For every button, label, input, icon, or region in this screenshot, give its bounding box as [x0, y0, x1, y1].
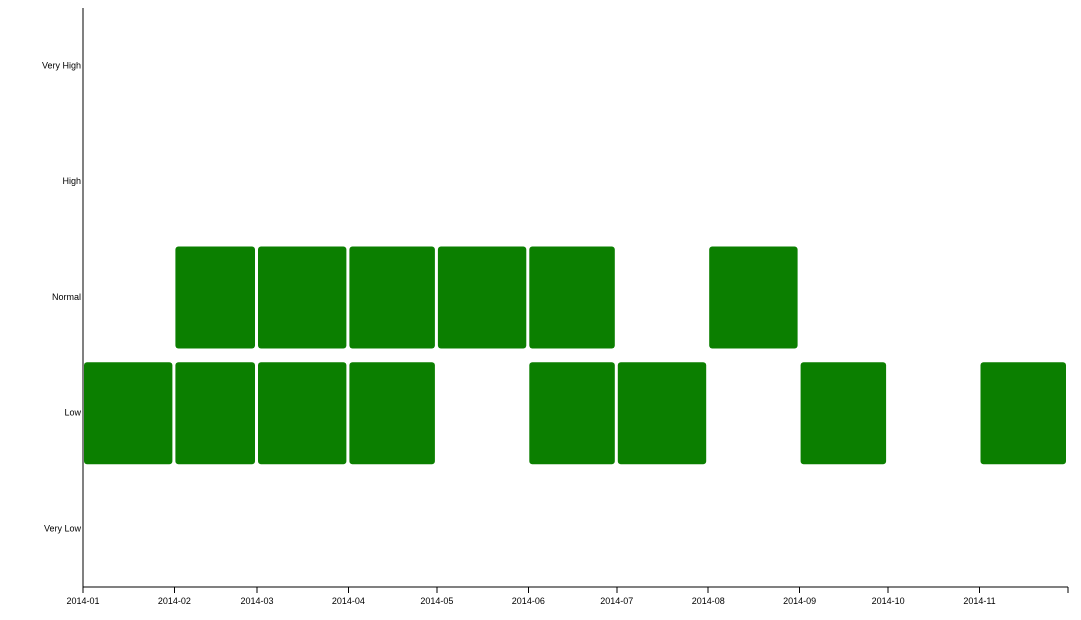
- block-low-2014-02: [175, 362, 255, 465]
- y-tick-label: Very High: [42, 60, 81, 70]
- block-normal-2014-04: [349, 246, 435, 349]
- block-normal-2014-03: [258, 246, 347, 349]
- y-tick-label: Low: [64, 408, 81, 418]
- x-tick-label: 2014-04: [332, 596, 365, 606]
- block-low-2014-07: [617, 362, 707, 465]
- block-low-2014-11: [980, 362, 1066, 465]
- y-axis: Very High High Normal Low Very Low: [42, 8, 84, 587]
- blocks-layer: [84, 246, 1066, 465]
- x-tick-label: 2014-01: [66, 596, 99, 606]
- x-tick-label: 2014-10: [872, 596, 905, 606]
- y-tick-label: High: [62, 176, 81, 186]
- x-tick-label: 2014-09: [783, 596, 816, 606]
- x-tick-label: 2014-03: [240, 596, 273, 606]
- block-low-2014-01: [84, 362, 173, 465]
- y-tick-label: Very Low: [44, 523, 82, 533]
- block-normal-2014-05: [437, 246, 527, 349]
- x-tick-label: 2014-06: [512, 596, 545, 606]
- block-low-2014-03: [258, 362, 347, 465]
- x-tick-label: 2014-08: [692, 596, 725, 606]
- x-tick-label: 2014-11: [963, 596, 995, 606]
- x-tick-label: 2014-05: [420, 596, 453, 606]
- y-tick-label: Normal: [52, 292, 81, 302]
- block-normal-2014-08: [709, 246, 798, 349]
- x-tick-label: 2014-07: [600, 596, 633, 606]
- block-normal-2014-06: [529, 246, 615, 349]
- block-low-2014-09: [800, 362, 887, 465]
- block-low-2014-06: [529, 362, 615, 465]
- x-axis: 2014-01 2014-02 2014-03 2014-04 2014-05 2014-…: [66, 586, 1069, 606]
- block-low-2014-04: [349, 362, 435, 465]
- x-tick-label: 2014-02: [158, 596, 191, 606]
- block-normal-2014-02: [175, 246, 255, 349]
